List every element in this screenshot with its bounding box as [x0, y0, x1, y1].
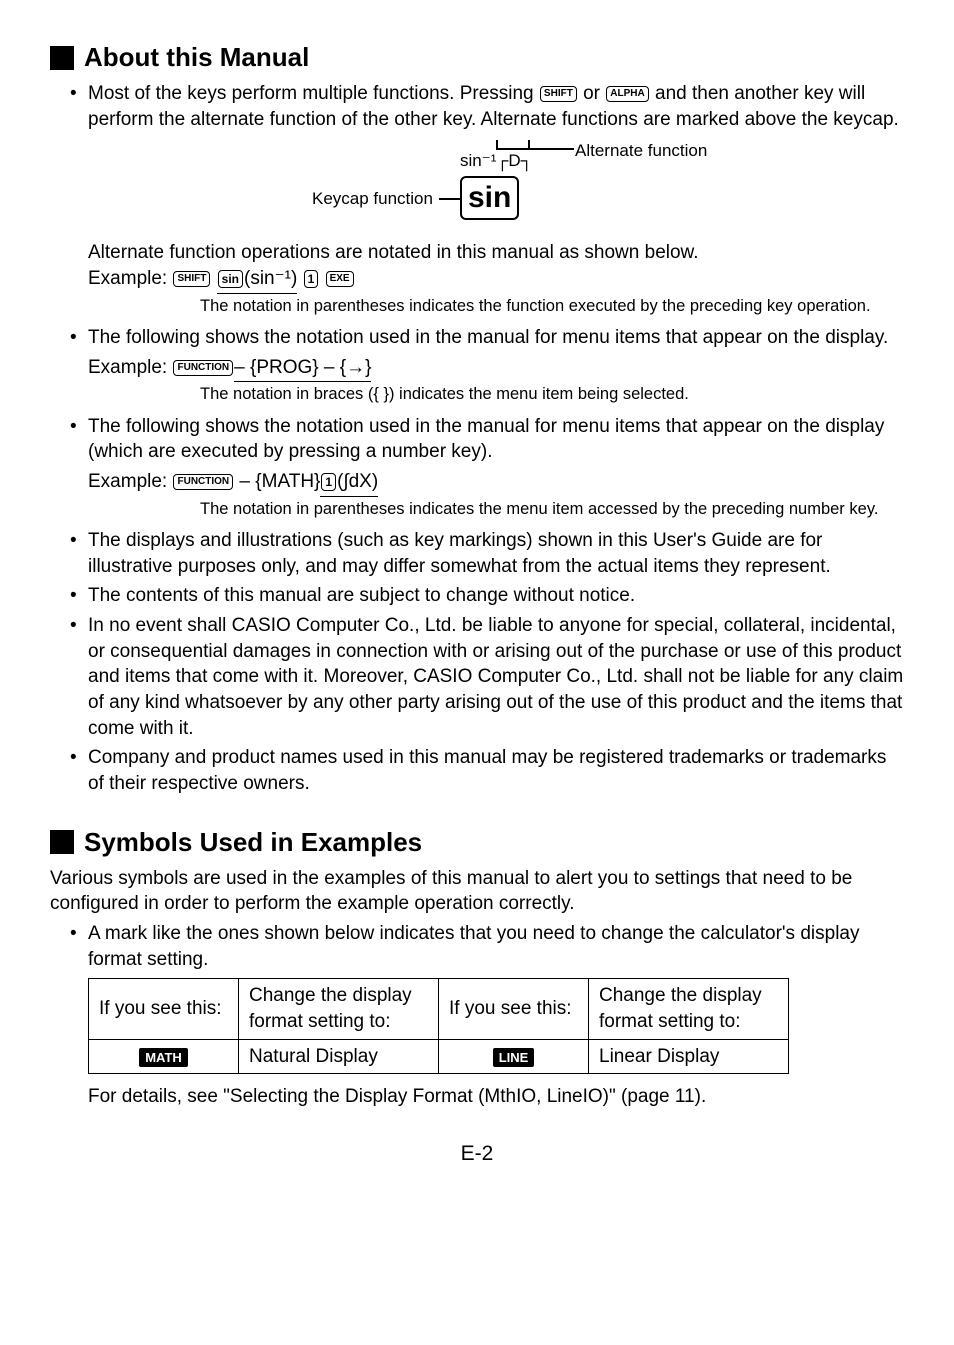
table-header-cell: If you see this: [439, 979, 589, 1039]
table-header-cell: Change the display format setting to: [589, 979, 789, 1039]
one-key-icon: 1 [321, 473, 336, 491]
diagram-sin-key: sin [460, 176, 519, 220]
example-label: Example: [88, 471, 172, 492]
function-key-icon: FUNCTION [173, 474, 233, 490]
table-cell: MATH [89, 1039, 239, 1074]
bullet-dot: • [70, 583, 88, 609]
sin-key-icon: sin [218, 270, 243, 288]
table-header-cell: Change the display format setting to: [239, 979, 439, 1039]
bullet-text: A mark like the ones shown below indicat… [88, 921, 904, 972]
line-badge: LINE [493, 1048, 535, 1068]
diagram-connector-line [528, 140, 530, 148]
example-label: Example: [88, 357, 172, 378]
text-fragment: – {MATH} [234, 471, 320, 492]
text-fragment: or [578, 83, 605, 104]
example-line: Example: FUNCTION – {PROG} – {→} [88, 355, 904, 383]
one-key-icon: 1 [304, 270, 319, 288]
bullet-item: • The following shows the notation used … [70, 325, 904, 351]
example-label: Example: [88, 268, 172, 289]
page-number: E-2 [50, 1140, 904, 1168]
diagram-keycap-label: Keycap function [312, 188, 433, 211]
bullet-dot: • [70, 921, 88, 972]
example-line: Example: SHIFT sin(sin⁻¹) 1 EXE [88, 266, 904, 294]
shift-key-icon: SHIFT [540, 86, 577, 102]
table-row: If you see this: Change the display form… [89, 979, 789, 1039]
bullet-dot: • [70, 745, 88, 796]
bullet-text: In no event shall CASIO Computer Co., Lt… [88, 613, 904, 741]
bullet-text: The following shows the notation used in… [88, 325, 904, 351]
bullet-dot: • [70, 81, 88, 132]
text-fragment: Most of the keys perform multiple functi… [88, 83, 539, 104]
section-header-about: About this Manual [50, 40, 904, 75]
diagram-alt-label: Alternate function [575, 140, 707, 163]
bullet-item: • A mark like the ones shown below indic… [70, 921, 904, 972]
table-row: MATH Natural Display LINE Linear Display [89, 1039, 789, 1074]
bullet-text: The displays and illustrations (such as … [88, 528, 904, 579]
bullet-item: • In no event shall CASIO Computer Co., … [70, 613, 904, 741]
paragraph: Various symbols are used in the examples… [50, 866, 904, 917]
math-badge: MATH [139, 1048, 188, 1068]
paragraph: For details, see "Selecting the Display … [88, 1084, 904, 1110]
bullet-dot: • [70, 528, 88, 579]
paragraph: Alternate function operations are notate… [88, 240, 904, 266]
section-marker-icon [50, 830, 74, 854]
function-key-icon: FUNCTION [173, 360, 233, 376]
table-cell: LINE [439, 1039, 589, 1074]
example-line: Example: FUNCTION – {MATH}1(∫dX) [88, 469, 904, 497]
bullet-item: • The following shows the notation used … [70, 414, 904, 465]
alpha-key-icon: ALPHA [606, 86, 648, 102]
bullet-dot: • [70, 325, 88, 351]
text-fragment: (∫dX) [337, 471, 378, 492]
section-title: About this Manual [84, 40, 309, 75]
diagram-connector-line [496, 140, 498, 148]
note-text: The notation in braces ({ }) indicates t… [200, 384, 904, 405]
shift-key-icon: SHIFT [173, 271, 210, 287]
diagram-alt-function-text: sin⁻¹┌D┐ [460, 150, 533, 173]
note-text: The notation in parentheses indicates th… [200, 296, 904, 317]
diagram-connector-line [496, 148, 574, 150]
table-cell: Linear Display [589, 1039, 789, 1074]
text-fragment: – {PROG} – {→} [234, 355, 371, 383]
bullet-text: Company and product names used in this m… [88, 745, 904, 796]
note-text: The notation in parentheses indicates th… [200, 499, 904, 520]
bullet-item: • The contents of this manual are subjec… [70, 583, 904, 609]
bullet-item: • The displays and illustrations (such a… [70, 528, 904, 579]
bullet-text: The following shows the notation used in… [88, 414, 904, 465]
table-header-cell: If you see this: [89, 979, 239, 1039]
bullet-text: Most of the keys perform multiple functi… [88, 81, 904, 132]
key-diagram: sin⁻¹┌D┐ sin Keycap function Alternate f… [50, 140, 904, 230]
bullet-dot: • [70, 613, 88, 741]
text-fragment: (sin⁻¹) [244, 268, 297, 289]
section-marker-icon [50, 46, 74, 70]
exe-key-icon: EXE [326, 271, 354, 287]
bullet-item: • Company and product names used in this… [70, 745, 904, 796]
display-format-table: If you see this: Change the display form… [88, 978, 789, 1074]
bullet-item: • Most of the keys perform multiple func… [70, 81, 904, 132]
bullet-dot: • [70, 414, 88, 465]
section-header-symbols: Symbols Used in Examples [50, 825, 904, 860]
diagram-connector-line [439, 198, 460, 200]
bullet-text: The contents of this manual are subject … [88, 583, 904, 609]
table-cell: Natural Display [239, 1039, 439, 1074]
section-title: Symbols Used in Examples [84, 825, 422, 860]
